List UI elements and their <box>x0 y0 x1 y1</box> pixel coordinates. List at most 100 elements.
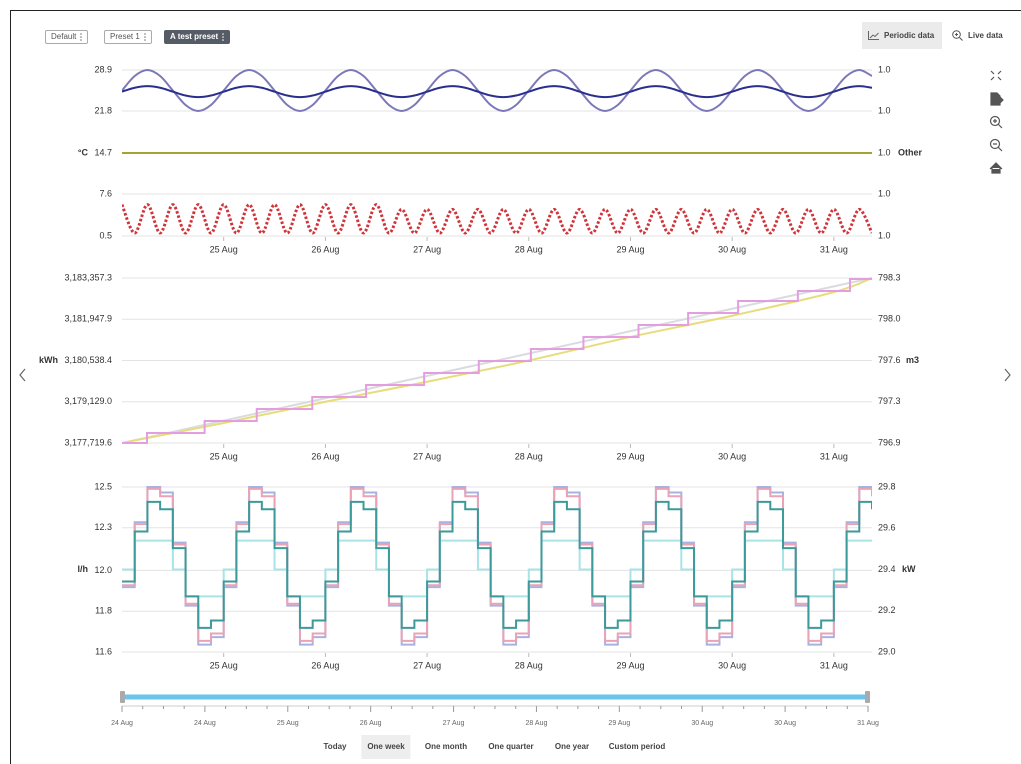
x-tick-label: 28 Aug <box>515 660 543 670</box>
menu-dots <box>222 33 224 41</box>
y2-tick-label: 797.6 <box>878 355 901 365</box>
preset-button[interactable]: Preset 1 <box>104 30 152 44</box>
toolbar <box>989 70 1004 174</box>
x-tick-label: 26 Aug <box>311 244 339 254</box>
x-tick-label: 30 Aug <box>718 244 746 254</box>
y-tick-label: 3,181,947.9 <box>64 314 112 324</box>
navigator-label: 29 Aug <box>608 720 630 727</box>
y2-tick-label: 797.3 <box>878 396 901 406</box>
y2-axis-label: m3 <box>906 355 919 365</box>
y2-axis-label: Other <box>898 147 923 157</box>
plot-area <box>122 203 872 235</box>
preset-button[interactable]: A test preset <box>164 30 231 44</box>
preset-label: Default <box>51 32 77 41</box>
series-line <box>122 68 872 113</box>
navigator-label: 25 Aug <box>277 720 299 727</box>
view-label: Periodic data <box>884 31 935 40</box>
navigator-label: 30 Aug <box>691 720 713 727</box>
y-tick-label: 21.8 <box>94 105 112 115</box>
x-tick-label: 31 Aug <box>820 660 848 670</box>
y-tick-label: 12.0 <box>94 565 112 575</box>
x-tick-label: 29 Aug <box>616 451 644 461</box>
preset-button[interactable]: Default <box>45 30 89 44</box>
x-tick-label: 25 Aug <box>210 244 238 254</box>
x-tick-label: 25 Aug <box>210 451 238 461</box>
x-tick-label: 28 Aug <box>515 451 543 461</box>
x-tick-label: 26 Aug <box>311 660 339 670</box>
series-line <box>122 500 872 629</box>
y-tick-label: 12.3 <box>94 522 112 532</box>
y-tick-label: 11.6 <box>95 646 112 656</box>
navigator-label: 24 Aug <box>194 720 216 727</box>
y-axis-label: °C <box>78 147 89 157</box>
series-line <box>122 203 872 235</box>
series-line <box>122 487 872 642</box>
x-tick-label: 31 Aug <box>820 451 848 461</box>
navigator-label: 30 Aug <box>774 720 796 727</box>
y-tick-label: 3,180,538.4 <box>64 355 112 365</box>
x-tick-label: 27 Aug <box>413 451 441 461</box>
period-button[interactable]: Today <box>323 742 347 751</box>
x-tick-label: 27 Aug <box>413 660 441 670</box>
y-tick-label: 14.7 <box>94 147 112 157</box>
zoom-out-icon[interactable] <box>989 138 1003 152</box>
navigator-label: 26 Aug <box>360 720 382 727</box>
y-tick-label: 28.9 <box>94 64 112 74</box>
view-tab[interactable]: Periodic data <box>862 22 942 49</box>
fullscreen-icon[interactable] <box>990 70 1002 81</box>
y2-tick-label: 798.0 <box>878 314 901 324</box>
next-arrow[interactable] <box>1004 368 1011 382</box>
x-tick-label: 30 Aug <box>718 660 746 670</box>
x-tick-label: 26 Aug <box>311 451 339 461</box>
y-axis-label: l/h <box>78 564 89 574</box>
menu-dots <box>143 33 146 41</box>
x-tick-label: 29 Aug <box>616 660 644 670</box>
view-label: Live data <box>968 31 1003 40</box>
export-icon[interactable] <box>990 92 1004 106</box>
live-icon <box>952 30 963 41</box>
period-button[interactable]: One quarter <box>488 742 534 751</box>
y2-tick-label: 29.6 <box>878 523 896 533</box>
y2-tick-label: 29.2 <box>878 605 896 615</box>
period-button[interactable]: One month <box>424 742 468 751</box>
y-tick-label: 3,179,129.0 <box>64 396 112 406</box>
y2-tick-label: 1.0 <box>878 105 891 115</box>
x-tick-label: 28 Aug <box>515 244 543 254</box>
y2-tick-label: 1.0 <box>878 64 891 74</box>
x-tick-label: 25 Aug <box>210 660 238 670</box>
plot-area <box>122 68 872 113</box>
y2-tick-label: 29.4 <box>878 564 896 574</box>
period-button[interactable]: One week <box>361 735 411 759</box>
y2-tick-label: 1.0 <box>878 188 891 198</box>
navigator-label: 31 Aug <box>857 720 879 727</box>
navigator-label: 24 Aug <box>111 720 133 727</box>
x-tick-label: 31 Aug <box>820 244 848 254</box>
x-tick-label: 30 Aug <box>718 451 746 461</box>
y2-axis-label: kW <box>902 564 916 574</box>
menu-dots <box>80 33 83 41</box>
y2-tick-label: 798.3 <box>878 272 901 282</box>
period-button[interactable]: One year <box>554 742 590 751</box>
y-tick-label: 3,183,357.3 <box>64 272 112 282</box>
preset-label: A test preset <box>170 32 219 41</box>
y-tick-label: 11.8 <box>95 606 112 616</box>
preset-label: Preset 1 <box>110 32 140 41</box>
navigator-label: 28 Aug <box>526 720 548 727</box>
navigator-handle <box>120 691 125 703</box>
y-tick-label: 7.6 <box>99 188 112 198</box>
y2-tick-label: 1.0 <box>878 147 891 157</box>
prev-arrow[interactable] <box>19 368 26 382</box>
frame <box>10 10 1021 764</box>
y2-tick-label: 796.9 <box>878 437 901 447</box>
series-line <box>122 486 872 646</box>
period-button[interactable]: Custom period <box>608 742 666 751</box>
navigator-label: 27 Aug <box>443 720 465 727</box>
y-tick-label: 0.5 <box>99 230 112 240</box>
zoom-in-icon[interactable] <box>989 115 1003 129</box>
home-icon[interactable] <box>989 162 1003 174</box>
plot-area <box>122 277 872 444</box>
x-tick-label: 27 Aug <box>413 244 441 254</box>
view-tab[interactable]: Live data <box>946 22 1009 49</box>
